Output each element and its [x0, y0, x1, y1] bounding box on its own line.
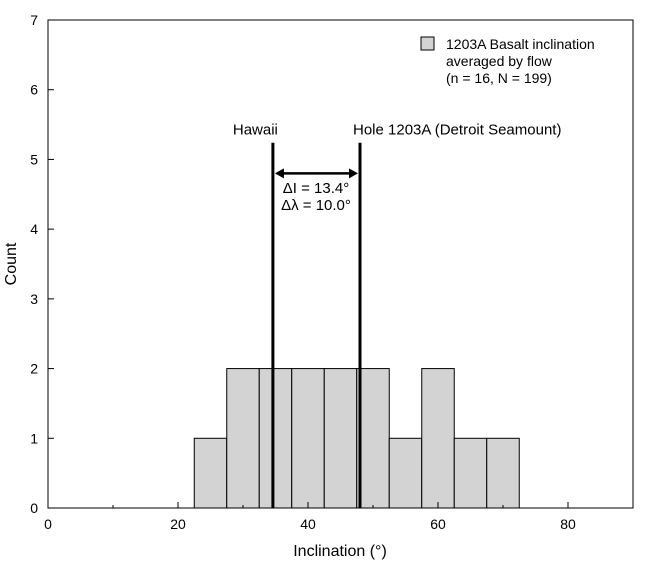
histogram-bar-7 — [388, 437, 423, 509]
delta-lambda-annotation: Δλ = 10.0° — [281, 197, 351, 214]
ticks-group: 0 20 40 60 80 0 1 2 3 4 5 6 7 — [30, 12, 634, 532]
delta-arrow-group — [274, 168, 358, 179]
plot-frame — [47, 19, 634, 509]
x-tick-label-60: 60 — [430, 516, 446, 532]
x-tick-label-80: 80 — [560, 516, 576, 532]
histogram-bar-10 — [486, 437, 520, 509]
histogram-bar-1 — [193, 437, 228, 509]
y-tick-label-1: 1 — [30, 430, 38, 446]
bars-group — [193, 368, 520, 509]
x-tick-label-40: 40 — [300, 516, 316, 532]
legend-line-1: 1203A Basalt inclination — [446, 36, 595, 52]
histogram-bar-3 — [258, 368, 293, 509]
delta-arrow-head-left — [274, 168, 284, 179]
legend-line-2: averaged by flow — [446, 53, 553, 69]
legend-swatch — [420, 36, 435, 51]
y-tick-label-0: 0 — [30, 500, 38, 516]
reference-line-label-1: Hawaii — [233, 122, 278, 139]
y-axis-title: Count — [3, 242, 20, 285]
reference-line-label-2: Hole 1203A (Detroit Seamount) — [353, 122, 561, 139]
y-tick-label-3: 3 — [30, 291, 38, 307]
y-tick-label-2: 2 — [30, 361, 38, 377]
histogram-bar-2 — [226, 368, 260, 509]
histogram-bar-9 — [453, 437, 488, 509]
x-tick-label-0: 0 — [44, 516, 52, 532]
x-axis-title: Inclination (°) — [293, 543, 387, 560]
histogram-bar-6 — [356, 368, 390, 509]
x-tick-label-20: 20 — [170, 516, 186, 532]
delta-i-annotation: ΔI = 13.4° — [283, 180, 349, 197]
y-tick-label-7: 7 — [30, 12, 38, 28]
legend: 1203A Basalt inclination averaged by flo… — [420, 36, 595, 86]
reference-lines-group: Hawaii Hole 1203A (Detroit Seamount) — [233, 122, 561, 508]
y-tick-label-4: 4 — [30, 221, 38, 237]
y-tick-label-6: 6 — [30, 82, 38, 98]
histogram-bar-8 — [421, 368, 455, 509]
histogram-bar-4 — [291, 368, 325, 509]
histogram-bar-5 — [323, 368, 358, 509]
y-tick-label-5: 5 — [30, 151, 38, 167]
legend-line-3: (n = 16, N = 199) — [446, 70, 552, 86]
delta-arrow-head-right — [349, 168, 358, 179]
